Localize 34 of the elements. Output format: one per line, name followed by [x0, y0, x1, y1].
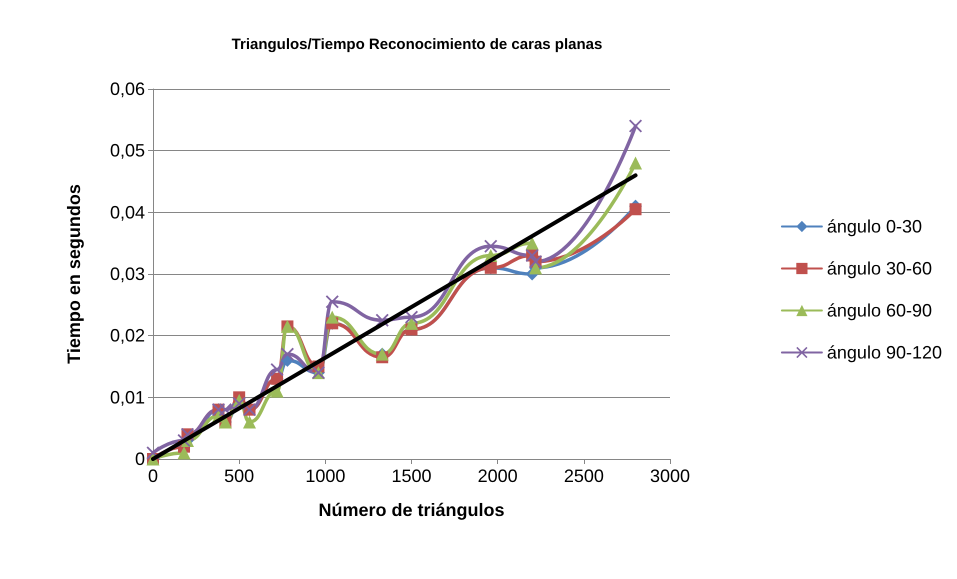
point	[526, 236, 539, 250]
y-tick-label: 0,06	[110, 79, 145, 99]
x-axis-title: Número de triángulos	[318, 500, 505, 520]
chart-title: Triangulos/Tiempo Reconocimiento de caras planas	[232, 36, 602, 53]
x-tick-label: 500	[224, 466, 254, 486]
point	[326, 310, 339, 324]
legend-label: ángulo 0-30	[826, 216, 922, 236]
x-tick-label: 2000	[478, 466, 518, 486]
y-tick-label: 0,02	[110, 326, 145, 346]
point	[178, 446, 191, 460]
x-tick-label: 2500	[564, 466, 604, 486]
y-axis-title: Tiempo en segundos	[64, 184, 84, 364]
x-tick-label: 0	[148, 466, 158, 486]
y-tick-label: 0	[134, 449, 145, 469]
y-tick-label: 0,05	[110, 140, 145, 161]
point	[629, 156, 642, 170]
point	[405, 310, 418, 324]
point	[326, 295, 339, 308]
legend-label: ángulo 90-120	[826, 342, 942, 362]
x-tick-label: 1500	[391, 466, 432, 486]
point	[484, 240, 498, 253]
y-tick-label: 0,01	[110, 387, 145, 408]
point	[243, 416, 256, 428]
legend-label: ángulo 60-90	[826, 300, 932, 320]
point	[280, 348, 294, 361]
x-tick-label: 3000	[650, 466, 690, 486]
point	[270, 363, 284, 376]
point	[629, 120, 642, 132]
x-tick-label: 1000	[305, 466, 346, 486]
y-tick-label: 0,03	[110, 264, 145, 284]
legend-label: ángulo 30-60	[826, 258, 932, 278]
y-tick-label: 0,04	[110, 202, 145, 222]
point	[630, 203, 642, 216]
point	[405, 316, 418, 330]
